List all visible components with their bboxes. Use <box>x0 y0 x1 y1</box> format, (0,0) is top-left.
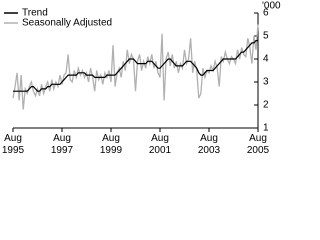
series-line <box>12 24 259 110</box>
x-tick-label: Aug 1995 <box>1 133 25 156</box>
x-tick-label: Aug 2001 <box>148 133 172 156</box>
chart: '000 1 2 3 4 5 6 Trend Seasonally Adjusted Aug … <box>1 1 281 156</box>
y-tick-label: 4 <box>263 54 269 65</box>
y-unit: '000 <box>262 1 281 12</box>
y-tick-label: 2 <box>263 100 269 111</box>
x-tick-label: Aug 1999 <box>99 133 123 156</box>
y-tick-label: 6 <box>263 8 269 19</box>
legend-label: Seasonally Adjusted <box>22 18 112 29</box>
series-line <box>13 40 258 92</box>
y-tick-label: 1 <box>263 123 269 134</box>
legend-label: Trend <box>22 8 48 19</box>
y-tick-label: 5 <box>263 31 269 42</box>
x-tick-label: Aug 2005 <box>246 133 270 156</box>
x-tick-label: Aug 2003 <box>197 133 221 156</box>
x-tick-label: Aug 1997 <box>50 133 74 156</box>
y-tick-label: 3 <box>263 77 269 88</box>
